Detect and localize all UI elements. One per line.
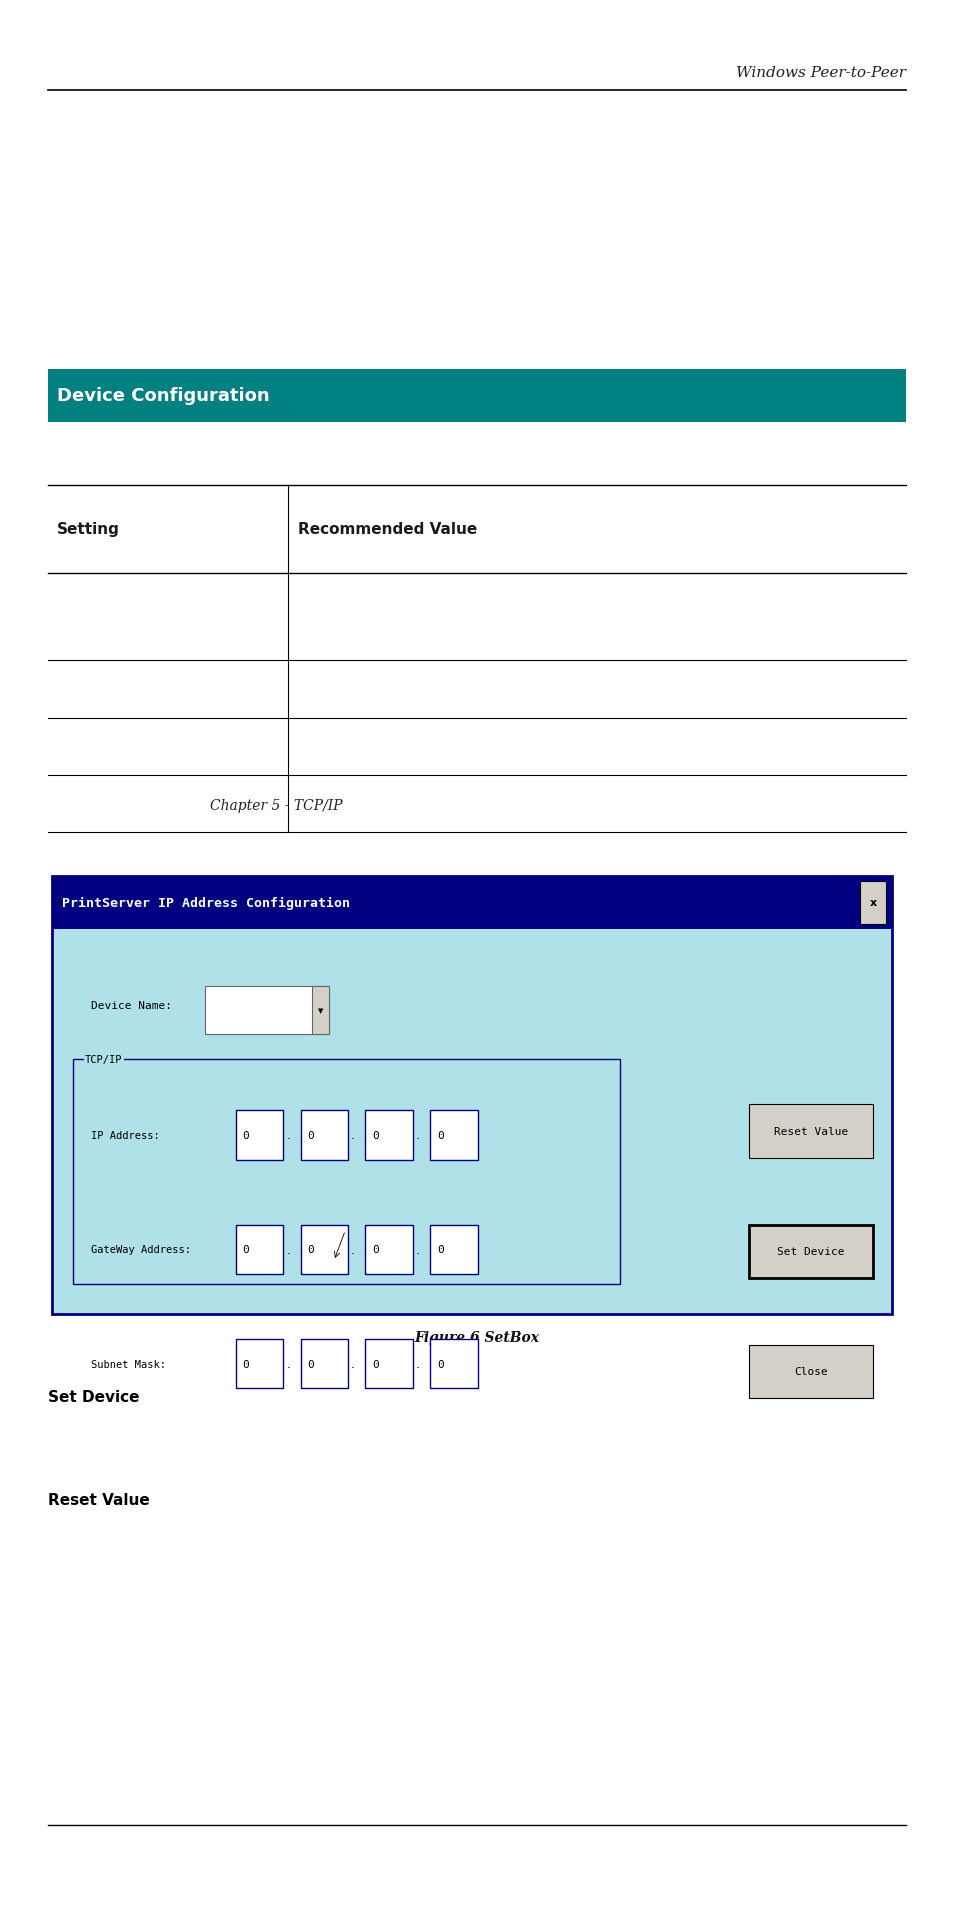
- Text: .: .: [351, 1358, 355, 1370]
- Text: .: .: [286, 1244, 290, 1255]
- Text: Set Device: Set Device: [777, 1246, 843, 1257]
- Text: Close: Close: [793, 1366, 827, 1377]
- FancyBboxPatch shape: [430, 1225, 477, 1274]
- FancyBboxPatch shape: [52, 876, 891, 930]
- FancyBboxPatch shape: [748, 1345, 872, 1398]
- Text: IP Address:: IP Address:: [91, 1130, 159, 1141]
- FancyBboxPatch shape: [235, 1339, 283, 1389]
- FancyBboxPatch shape: [52, 876, 891, 1314]
- Text: Device Configuration: Device Configuration: [57, 387, 270, 406]
- FancyBboxPatch shape: [300, 1225, 348, 1274]
- Text: 0: 0: [372, 1130, 378, 1141]
- FancyBboxPatch shape: [365, 1339, 413, 1389]
- Text: PrintServer IP Address Configuration: PrintServer IP Address Configuration: [62, 897, 350, 909]
- Text: Recommended Value: Recommended Value: [297, 522, 476, 537]
- Text: 0: 0: [307, 1130, 314, 1141]
- FancyBboxPatch shape: [748, 1225, 872, 1278]
- Text: GateWay Address:: GateWay Address:: [91, 1244, 191, 1255]
- Text: 0: 0: [372, 1358, 378, 1370]
- Text: .: .: [286, 1130, 290, 1141]
- Text: 0: 0: [372, 1244, 378, 1255]
- Text: ▼: ▼: [317, 1008, 323, 1013]
- FancyBboxPatch shape: [430, 1111, 477, 1160]
- Text: Subnet Mask:: Subnet Mask:: [91, 1358, 166, 1370]
- Text: 0: 0: [242, 1244, 249, 1255]
- FancyBboxPatch shape: [430, 1339, 477, 1389]
- Text: Reset Value: Reset Value: [48, 1492, 150, 1507]
- FancyBboxPatch shape: [365, 1225, 413, 1274]
- Text: Figure 6 SetBox: Figure 6 SetBox: [414, 1330, 539, 1345]
- Text: .: .: [416, 1244, 419, 1255]
- FancyBboxPatch shape: [365, 1111, 413, 1160]
- Text: Chapter 5 - TCP/IP: Chapter 5 - TCP/IP: [210, 798, 342, 813]
- Text: Reset Value: Reset Value: [773, 1126, 847, 1137]
- Text: .: .: [286, 1358, 290, 1370]
- Text: Windows Peer-to-Peer: Windows Peer-to-Peer: [736, 67, 905, 80]
- FancyBboxPatch shape: [300, 1339, 348, 1389]
- Text: 0: 0: [307, 1358, 314, 1370]
- Text: .: .: [416, 1358, 419, 1370]
- FancyBboxPatch shape: [748, 1105, 872, 1158]
- Text: 0: 0: [307, 1244, 314, 1255]
- Text: Set Device: Set Device: [48, 1389, 139, 1404]
- Text: .: .: [351, 1244, 355, 1255]
- Text: 0: 0: [242, 1130, 249, 1141]
- Text: x: x: [868, 897, 876, 909]
- Text: TCP/IP: TCP/IP: [85, 1053, 122, 1065]
- Text: 0: 0: [436, 1244, 443, 1255]
- FancyBboxPatch shape: [235, 1111, 283, 1160]
- FancyBboxPatch shape: [859, 882, 885, 924]
- Text: 0: 0: [436, 1358, 443, 1370]
- FancyBboxPatch shape: [205, 987, 329, 1034]
- Text: 0: 0: [436, 1130, 443, 1141]
- Text: Setting: Setting: [57, 522, 120, 537]
- FancyBboxPatch shape: [48, 370, 905, 423]
- Text: 0: 0: [242, 1358, 249, 1370]
- Text: Device Name:: Device Name:: [91, 1000, 172, 1012]
- Text: .: .: [416, 1130, 419, 1141]
- FancyBboxPatch shape: [312, 987, 329, 1034]
- Text: .: .: [351, 1130, 355, 1141]
- FancyBboxPatch shape: [235, 1225, 283, 1274]
- FancyBboxPatch shape: [300, 1111, 348, 1160]
